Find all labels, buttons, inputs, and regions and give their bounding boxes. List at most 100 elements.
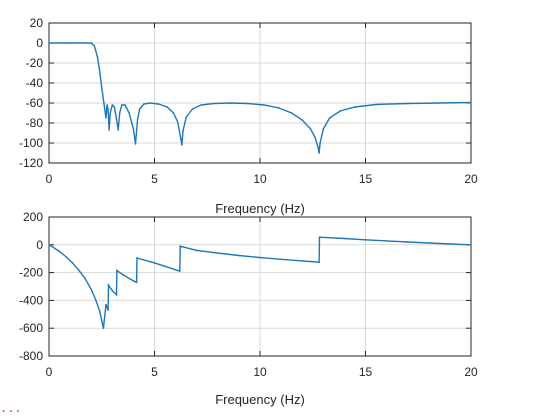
magnitude-x-tick-label: 10 (253, 172, 267, 186)
phase-x-axis-label: Frequency (Hz) (215, 392, 305, 407)
magnitude-data-point (138, 108, 141, 110)
magnitude-data-point (115, 118, 118, 120)
magnitude-data-point (172, 112, 175, 114)
magnitude-data-point (301, 119, 304, 121)
magnitude-data-point (339, 110, 342, 112)
magnitude-data-point (185, 116, 187, 118)
magnitude-x-tick-label: 15 (359, 172, 373, 186)
magnitude-data-point (470, 101, 472, 104)
magnitude-data-point (309, 128, 312, 130)
phase-data-point (107, 284, 110, 286)
phase-x-tick-label: 10 (253, 365, 267, 379)
magnitude-data-point (136, 118, 139, 120)
footer-text: ... (0, 402, 22, 416)
magnitude-data-point (182, 130, 184, 132)
magnitude-y-tick-label: -80 (26, 116, 44, 130)
magnitude-data-point (278, 107, 280, 109)
phase-y-tick-label: -800 (19, 349, 43, 363)
magnitude-data-point (176, 121, 179, 123)
phase-data-point (77, 269, 80, 271)
magnitude-data-point (290, 112, 293, 114)
magnitude-data-point (101, 87, 103, 89)
phase-y-tick-label: -400 (19, 293, 43, 307)
phase-plot: 0 5 10 15 20 200 0 -200 -400 -600 -800 Frequency (H… (19, 210, 478, 407)
phase-data-point (94, 298, 97, 300)
phase-data-point (48, 244, 50, 246)
magnitude-data-point (229, 102, 232, 104)
magnitude-data-point (134, 143, 137, 145)
magnitude-y-tick-label: -120 (19, 156, 43, 170)
magnitude-data-point (96, 56, 99, 58)
magnitude-data-point (111, 104, 114, 106)
phase-data-point (179, 245, 181, 247)
phase-data-point (301, 260, 304, 262)
magnitude-plot: 0 5 10 15 20 20 0 -20 -40 -60 -80 -100 -120 Frequency… (19, 16, 478, 216)
magnitude-data-point (180, 138, 182, 140)
magnitude-data-point (124, 104, 126, 106)
phase-data-point (90, 288, 92, 291)
magnitude-y-tick-label: 0 (36, 36, 43, 50)
phase-y-tick-label: -200 (19, 266, 43, 280)
magnitude-data-point (106, 104, 108, 106)
magnitude-data-point (118, 112, 121, 114)
magnitude-data-point (322, 128, 325, 130)
magnitude-data-point (438, 102, 441, 104)
phase-y-tick-label: -600 (19, 321, 43, 335)
magnitude-y-tick-label: 20 (30, 16, 44, 30)
magnitude-data-point (113, 106, 116, 108)
magnitude-data-point (354, 106, 356, 108)
phase-data-point (449, 243, 451, 245)
phase-data-point (364, 239, 367, 241)
phase-data-point (179, 270, 181, 273)
magnitude-data-point (143, 103, 145, 105)
magnitude-data-point (109, 112, 111, 114)
magnitude-data-point (314, 136, 316, 138)
magnitude-data-point (48, 42, 50, 44)
phase-data-point (238, 254, 240, 257)
magnitude-data-point (98, 70, 101, 72)
phase-x-tick-label: 20 (464, 365, 478, 379)
phase-data-point (318, 261, 320, 264)
magnitude-data-point (105, 117, 107, 119)
magnitude-data-point (200, 104, 202, 106)
magnitude-data-point (406, 102, 409, 105)
phase-data-point (385, 240, 388, 242)
phase-x-tick-label: 15 (359, 365, 373, 379)
phase-data-point (195, 249, 198, 252)
phase-data-point (280, 258, 282, 261)
magnitude-data-point (319, 142, 321, 144)
magnitude-data-point (157, 103, 160, 105)
phase-data-point (58, 250, 61, 253)
phase-data-point (65, 255, 67, 258)
phase-data-point (111, 289, 114, 292)
phase-data-point (102, 327, 105, 330)
phase-data-point (107, 309, 109, 311)
magnitude-data-point (90, 42, 92, 44)
phase-y-tick-label: 200 (23, 210, 43, 224)
magnitude-data-point (317, 146, 319, 148)
magnitude-data-point (263, 104, 266, 106)
phase-data-point (217, 252, 219, 254)
phase-data-point (71, 261, 73, 264)
phase-data-point (343, 237, 346, 240)
phase-data-point (135, 281, 138, 284)
phase-data-point (164, 265, 166, 268)
phase-data-point (103, 323, 105, 325)
phase-data-point (470, 244, 472, 246)
magnitude-x-tick-label: 5 (151, 172, 158, 186)
magnitude-data-point (318, 152, 320, 154)
magnitude-y-tick-label: -20 (26, 56, 44, 70)
magnitude-y-tick-label: -40 (26, 76, 44, 90)
magnitude-data-point (103, 102, 105, 104)
magnitude-data-point (246, 102, 249, 105)
magnitude-data-point (181, 144, 183, 146)
phase-data-point (52, 246, 54, 249)
magnitude-data-point (107, 108, 109, 110)
magnitude-x-axis-label: Frequency (Hz) (215, 201, 305, 216)
magnitude-data-point (149, 102, 152, 104)
magnitude-data-point (191, 108, 194, 110)
magnitude-y-tick-label: -60 (26, 96, 44, 110)
phase-data-point (136, 257, 138, 259)
magnitude-x-tick-label: 20 (464, 172, 478, 186)
